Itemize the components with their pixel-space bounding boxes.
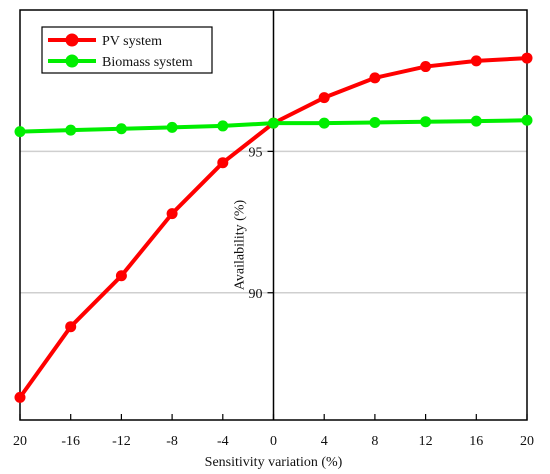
data-point xyxy=(420,116,432,128)
data-point xyxy=(65,321,77,333)
data-point xyxy=(420,61,432,73)
x-tick-label: 12 xyxy=(419,434,433,449)
data-point xyxy=(14,391,26,403)
tick-labels: 20 -16 -12 -8 -4 0 4 8 12 16 20 90 95 xyxy=(13,145,534,449)
legend-item-1: Biomass system xyxy=(48,54,193,70)
legend-marker xyxy=(65,33,79,47)
data-point xyxy=(217,120,229,132)
series-1 xyxy=(14,114,533,138)
data-point xyxy=(470,55,482,67)
legend-label: PV system xyxy=(102,34,162,49)
data-point xyxy=(318,117,330,129)
data-point xyxy=(521,52,533,64)
data-point xyxy=(115,123,127,135)
x-tick-label: -16 xyxy=(61,434,80,449)
data-point xyxy=(369,72,381,84)
x-tick-label: 16 xyxy=(469,434,483,449)
x-tick-label: -12 xyxy=(112,434,131,449)
data-point xyxy=(14,126,26,138)
y-tick-label: 90 xyxy=(249,287,263,302)
x-tick-label: 8 xyxy=(371,434,378,449)
data-point xyxy=(65,124,77,136)
data-point xyxy=(217,157,229,169)
x-tick-label: 4 xyxy=(321,434,328,449)
legend-marker xyxy=(65,54,79,68)
x-axis-label: Sensitivity variation (%) xyxy=(205,455,343,470)
data-point xyxy=(521,114,533,126)
legend-item-0: PV system xyxy=(48,33,162,49)
data-point xyxy=(166,208,178,220)
data-point xyxy=(318,92,330,104)
data-point xyxy=(369,117,381,129)
x-tick-label: -4 xyxy=(217,434,229,449)
y-tick-label: 95 xyxy=(249,145,263,160)
data-point xyxy=(115,270,127,282)
data-point xyxy=(166,121,178,133)
data-point xyxy=(268,117,279,129)
legend: PV system Biomass system xyxy=(41,26,213,74)
y-axis-label: Availability (%) xyxy=(233,200,248,291)
legend-label: Biomass system xyxy=(102,55,193,70)
series-layer xyxy=(14,52,533,403)
x-tick-label: -8 xyxy=(166,434,178,449)
data-point xyxy=(470,115,482,127)
x-tick-label: 20 xyxy=(520,434,534,449)
legend-items: PV system Biomass system xyxy=(48,33,193,70)
x-tick-label: 0 xyxy=(270,434,277,449)
x-tick-label: 20 xyxy=(13,434,27,449)
